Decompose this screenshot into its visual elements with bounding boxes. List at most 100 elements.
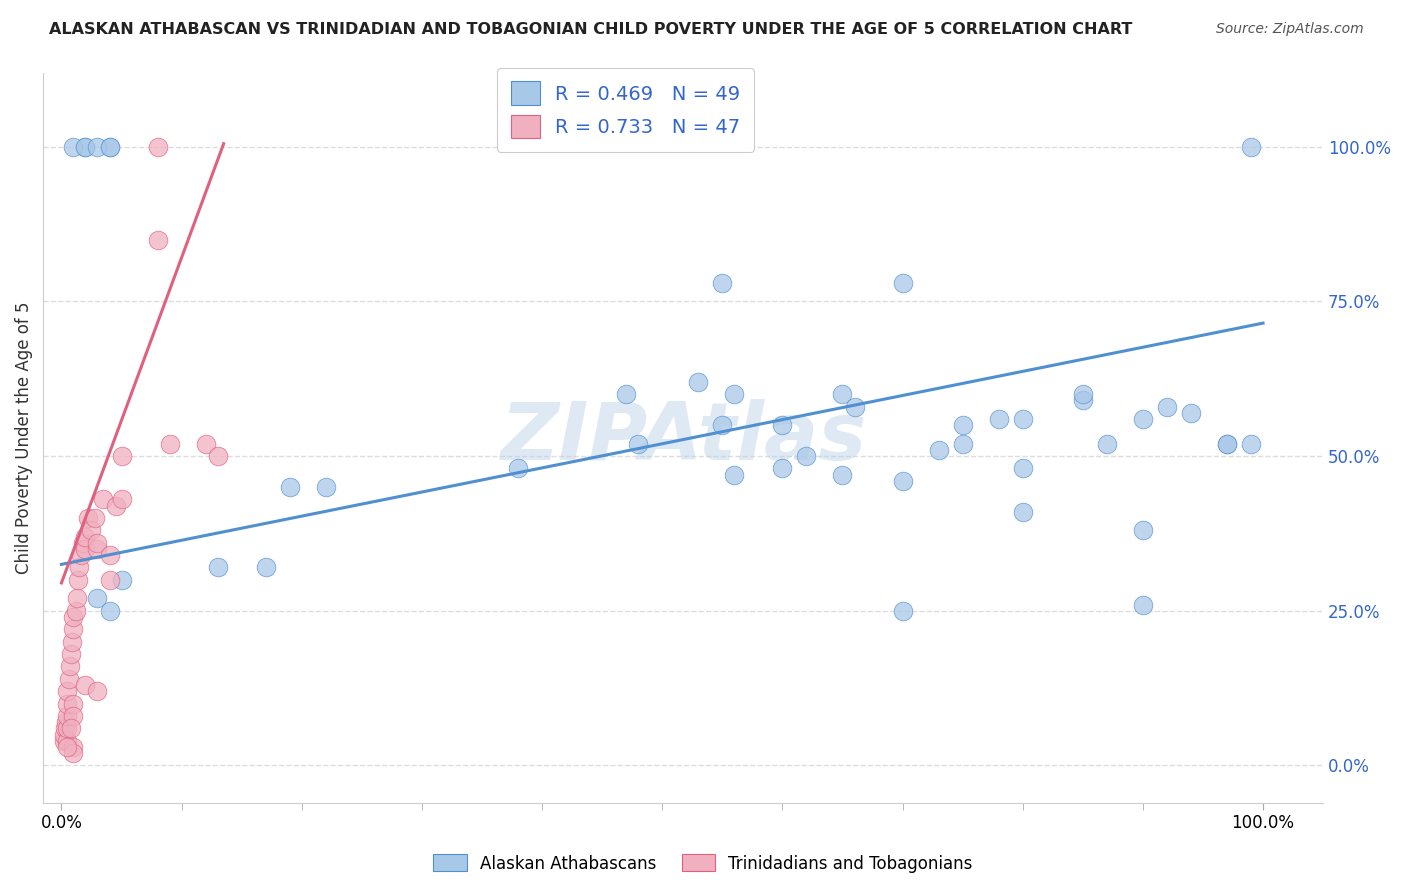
Point xyxy=(1240,436,1263,450)
Point xyxy=(72,535,94,549)
Point xyxy=(62,623,84,637)
Point xyxy=(56,739,79,754)
Point xyxy=(1240,140,1263,154)
Text: ZIPAtlas: ZIPAtlas xyxy=(501,399,866,476)
Point xyxy=(86,591,108,606)
Point xyxy=(987,412,1010,426)
Point xyxy=(1156,400,1178,414)
Point xyxy=(56,709,79,723)
Point xyxy=(98,140,121,154)
Point xyxy=(110,492,132,507)
Point xyxy=(831,467,853,482)
Point xyxy=(159,436,181,450)
Y-axis label: Child Poverty Under the Age of 5: Child Poverty Under the Age of 5 xyxy=(15,301,32,574)
Point xyxy=(75,140,97,154)
Point xyxy=(98,548,121,562)
Point xyxy=(55,715,77,730)
Point xyxy=(844,400,866,414)
Point xyxy=(84,511,107,525)
Point xyxy=(1011,461,1033,475)
Point xyxy=(69,560,91,574)
Point xyxy=(75,678,97,692)
Point xyxy=(62,697,84,711)
Point xyxy=(86,684,108,698)
Point xyxy=(75,541,97,556)
Point xyxy=(75,530,97,544)
Point xyxy=(75,140,97,154)
Point xyxy=(146,233,169,247)
Text: Source: ZipAtlas.com: Source: ZipAtlas.com xyxy=(1216,22,1364,37)
Point xyxy=(56,684,79,698)
Point xyxy=(62,739,84,754)
Point xyxy=(93,492,115,507)
Point xyxy=(194,436,217,450)
Point xyxy=(796,449,818,463)
Point xyxy=(1132,412,1154,426)
Point xyxy=(723,387,745,401)
Point xyxy=(723,467,745,482)
Point xyxy=(98,573,121,587)
Point xyxy=(952,436,974,450)
Point xyxy=(56,697,79,711)
Point xyxy=(891,604,914,618)
Point xyxy=(770,418,793,433)
Point xyxy=(1132,524,1154,538)
Point xyxy=(104,499,127,513)
Point xyxy=(60,722,83,736)
Point xyxy=(506,461,529,475)
Legend: R = 0.469   N = 49, R = 0.733   N = 47: R = 0.469 N = 49, R = 0.733 N = 47 xyxy=(498,68,754,152)
Point xyxy=(65,604,87,618)
Point xyxy=(1095,436,1118,450)
Point xyxy=(254,560,277,574)
Point xyxy=(56,722,79,736)
Point xyxy=(53,722,76,736)
Point xyxy=(69,548,91,562)
Point xyxy=(110,573,132,587)
Point xyxy=(80,524,103,538)
Point xyxy=(62,746,84,760)
Point xyxy=(52,727,75,741)
Point xyxy=(62,140,84,154)
Point xyxy=(711,276,734,290)
Point xyxy=(952,418,974,433)
Point xyxy=(62,610,84,624)
Point xyxy=(1071,387,1094,401)
Point xyxy=(98,604,121,618)
Point xyxy=(59,659,82,673)
Point xyxy=(60,634,83,648)
Point xyxy=(614,387,637,401)
Point xyxy=(67,573,90,587)
Point xyxy=(86,541,108,556)
Point xyxy=(688,375,710,389)
Point xyxy=(1180,406,1202,420)
Point xyxy=(891,276,914,290)
Point xyxy=(207,449,229,463)
Point xyxy=(891,474,914,488)
Point xyxy=(770,461,793,475)
Point xyxy=(1011,412,1033,426)
Point xyxy=(66,591,89,606)
Point xyxy=(711,418,734,433)
Point xyxy=(62,709,84,723)
Point xyxy=(831,387,853,401)
Point xyxy=(1011,505,1033,519)
Point xyxy=(60,647,83,661)
Point xyxy=(278,480,301,494)
Point xyxy=(627,436,650,450)
Point xyxy=(52,733,75,747)
Point xyxy=(86,535,108,549)
Point xyxy=(77,511,100,525)
Legend: Alaskan Athabascans, Trinidadians and Tobagonians: Alaskan Athabascans, Trinidadians and To… xyxy=(427,847,979,880)
Point xyxy=(1071,393,1094,408)
Point xyxy=(98,140,121,154)
Point xyxy=(207,560,229,574)
Point xyxy=(56,733,79,747)
Point xyxy=(146,140,169,154)
Point xyxy=(1216,436,1239,450)
Point xyxy=(1216,436,1239,450)
Point xyxy=(928,442,950,457)
Text: ALASKAN ATHABASCAN VS TRINIDADIAN AND TOBAGONIAN CHILD POVERTY UNDER THE AGE OF : ALASKAN ATHABASCAN VS TRINIDADIAN AND TO… xyxy=(49,22,1133,37)
Point xyxy=(86,140,108,154)
Point xyxy=(58,672,80,686)
Point xyxy=(110,449,132,463)
